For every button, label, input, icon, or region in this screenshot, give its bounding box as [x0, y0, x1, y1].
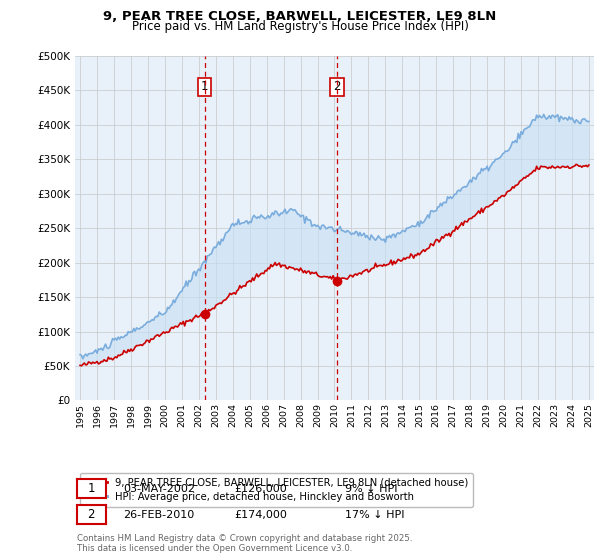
Text: Price paid vs. HM Land Registry's House Price Index (HPI): Price paid vs. HM Land Registry's House … — [131, 20, 469, 33]
Text: 26-FEB-2010: 26-FEB-2010 — [123, 510, 194, 520]
Text: 17% ↓ HPI: 17% ↓ HPI — [345, 510, 404, 520]
Text: 9% ↓ HPI: 9% ↓ HPI — [345, 484, 398, 494]
Text: 2: 2 — [88, 508, 95, 521]
Legend: 9, PEAR TREE CLOSE, BARWELL, LEICESTER, LE9 8LN (detached house), HPI: Average p: 9, PEAR TREE CLOSE, BARWELL, LEICESTER, … — [80, 473, 473, 507]
Text: 1: 1 — [88, 482, 95, 496]
Text: £174,000: £174,000 — [234, 510, 287, 520]
Text: Contains HM Land Registry data © Crown copyright and database right 2025.
This d: Contains HM Land Registry data © Crown c… — [77, 534, 412, 553]
Text: 03-MAY-2002: 03-MAY-2002 — [123, 484, 195, 494]
Text: 2: 2 — [333, 81, 341, 94]
Text: 1: 1 — [201, 81, 208, 94]
Text: 9, PEAR TREE CLOSE, BARWELL, LEICESTER, LE9 8LN: 9, PEAR TREE CLOSE, BARWELL, LEICESTER, … — [103, 10, 497, 23]
Text: £126,000: £126,000 — [234, 484, 287, 494]
